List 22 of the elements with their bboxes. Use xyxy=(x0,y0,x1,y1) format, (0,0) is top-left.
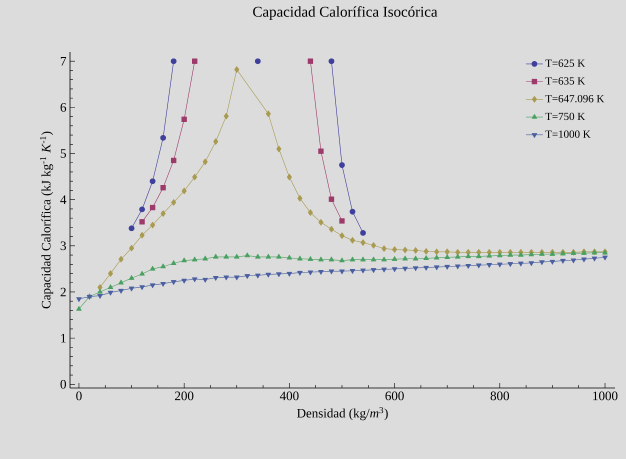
x-tick-label: 400 xyxy=(280,392,299,400)
y-tick-label: 6 xyxy=(60,103,66,112)
x-axis-title: Densidad (kg/m$^{3}$) xyxy=(297,407,388,420)
y-tick-label: 0 xyxy=(60,380,66,389)
x-tick-label: 1000 xyxy=(593,392,618,400)
legend-label: T=1000 K xyxy=(545,130,591,138)
chart-title: Capacidad Calorífica Isocórica xyxy=(253,6,438,20)
y-tick-label: 1 xyxy=(61,334,66,342)
x-tick-label: 200 xyxy=(175,392,194,400)
x-tick-label: 600 xyxy=(385,392,404,400)
y-tick-label: 7 xyxy=(60,56,66,66)
y-axis-title: Capacidad Calorífica (kJ kg$^{-1}$ K$^{-1}$) xyxy=(40,132,54,308)
legend-label: T=647.096 K xyxy=(545,94,604,102)
legend-label: T=635 K xyxy=(545,77,586,85)
y-tick-label: 4 xyxy=(60,195,66,204)
x-tick-label: 800 xyxy=(490,392,510,400)
legend-label: T=625 K xyxy=(545,60,586,67)
y-tick-label: 2 xyxy=(60,288,66,296)
x-tick-label: 0 xyxy=(76,392,82,400)
y-tick-label: 5 xyxy=(60,149,66,158)
legend-label: T=750 K xyxy=(545,112,586,120)
y-tick-label: 3 xyxy=(60,241,66,250)
